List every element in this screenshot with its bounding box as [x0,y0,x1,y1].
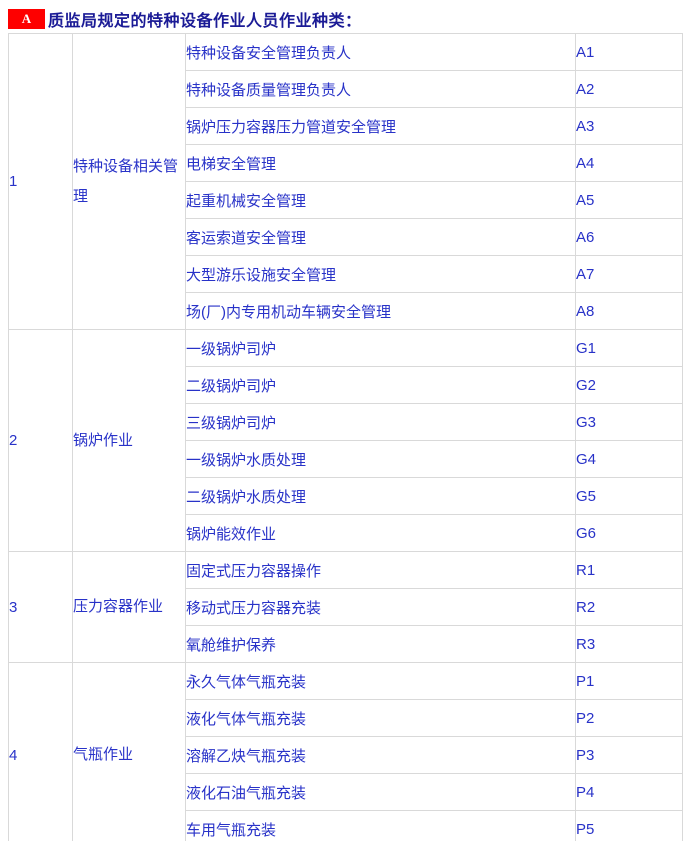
section-number-cell: 3 [8,551,73,663]
item-name-cell: 特种设备安全管理负责人 [185,33,576,71]
item-name-cell: 车用气瓶充装 [185,810,576,841]
item-name-cell: 三级锅炉司炉 [185,403,576,441]
item-name-cell: 电梯安全管理 [185,144,576,182]
table-row: 移动式压力容器充装 R2 [9,588,683,626]
table-row: 锅炉压力容器压力管道安全管理 A3 [9,107,683,145]
item-code-cell: P2 [575,699,683,737]
categories-table: 1 特种设备相关管理 特种设备安全管理负责人 A1 特种设备质量管理负责人 A2 锅炉压力容… [8,33,683,841]
item-name-cell: 一级锅炉司炉 [185,329,576,367]
table-row: 二级锅炉水质处理 G5 [9,477,683,515]
item-name-cell: 液化石油气瓶充装 [185,773,576,811]
item-code-cell: A6 [575,218,683,256]
table-row: 特种设备质量管理负责人 A2 [9,70,683,108]
table-row: 场(厂)内专用机动车辆安全管理 A8 [9,292,683,330]
item-name-cell: 客运索道安全管理 [185,218,576,256]
item-name-cell: 移动式压力容器充装 [185,588,576,626]
section-badge: A [8,8,45,29]
section-number-cell: 2 [8,329,73,552]
section-category-cell: 压力容器作业 [72,551,186,663]
section-number-cell: 4 [8,662,73,841]
item-code-cell: A5 [575,181,683,219]
item-name-cell: 溶解乙炔气瓶充装 [185,736,576,774]
item-code-cell: G2 [575,366,683,404]
table-row: 电梯安全管理 A4 [9,144,683,182]
item-code-cell: G4 [575,440,683,478]
item-code-cell: R1 [575,551,683,589]
item-name-cell: 锅炉能效作业 [185,514,576,552]
section-number-cell: 1 [8,33,73,330]
item-name-cell: 大型游乐设施安全管理 [185,255,576,293]
item-name-cell: 液化气体气瓶充装 [185,699,576,737]
table-row: 起重机械安全管理 A5 [9,181,683,219]
table-row: 客运索道安全管理 A6 [9,218,683,256]
page-header: A 质监局规定的特种设备作业人员作业种类： [0,0,689,30]
item-code-cell: P3 [575,736,683,774]
item-code-cell: R3 [575,625,683,663]
table-row: 1 特种设备相关管理 特种设备安全管理负责人 A1 [8,33,683,330]
item-code-cell: R2 [575,588,683,626]
item-name-cell: 起重机械安全管理 [185,181,576,219]
item-code-cell: P5 [575,810,683,841]
table-row: 锅炉能效作业 G6 [9,514,683,552]
page-title: 质监局规定的特种设备作业人员作业种类： [48,12,362,30]
table-row: 大型游乐设施安全管理 A7 [9,255,683,293]
item-code-cell: P4 [575,773,683,811]
table-row: 车用气瓶充装 P5 [9,810,683,841]
item-name-cell: 固定式压力容器操作 [185,551,576,589]
item-code-cell: A7 [575,255,683,293]
item-name-cell: 二级锅炉司炉 [185,366,576,404]
item-code-cell: A3 [575,107,683,145]
table-row: 3 压力容器作业 固定式压力容器操作 R1 [8,551,683,663]
item-name-cell: 二级锅炉水质处理 [185,477,576,515]
table-row: 液化气体气瓶充装 P2 [9,699,683,737]
item-code-cell: A4 [575,144,683,182]
item-code-cell: A8 [575,292,683,330]
item-name-cell: 永久气体气瓶充装 [185,662,576,700]
table-row: 4 气瓶作业 永久气体气瓶充装 P1 [8,662,683,841]
table-row: 溶解乙炔气瓶充装 P3 [9,736,683,774]
item-code-cell: G5 [575,477,683,515]
item-name-cell: 一级锅炉水质处理 [185,440,576,478]
item-name-cell: 场(厂)内专用机动车辆安全管理 [185,292,576,330]
item-code-cell: A1 [575,33,683,71]
section-category-cell: 气瓶作业 [72,662,186,841]
item-code-cell: G1 [575,329,683,367]
table-row: 氧舱维护保养 R3 [9,625,683,663]
table-row: 2 锅炉作业 一级锅炉司炉 G1 [8,329,683,552]
item-name-cell: 特种设备质量管理负责人 [185,70,576,108]
table-row: 三级锅炉司炉 G3 [9,403,683,441]
item-code-cell: G6 [575,514,683,552]
item-name-cell: 锅炉压力容器压力管道安全管理 [185,107,576,145]
item-code-cell: G3 [575,403,683,441]
item-code-cell: A2 [575,70,683,108]
table-row: 液化石油气瓶充装 P4 [9,773,683,811]
section-category-cell: 特种设备相关管理 [72,33,186,330]
table-row: 二级锅炉司炉 G2 [9,366,683,404]
item-code-cell: P1 [575,662,683,700]
section-category-cell: 锅炉作业 [72,329,186,552]
item-name-cell: 氧舱维护保养 [185,625,576,663]
